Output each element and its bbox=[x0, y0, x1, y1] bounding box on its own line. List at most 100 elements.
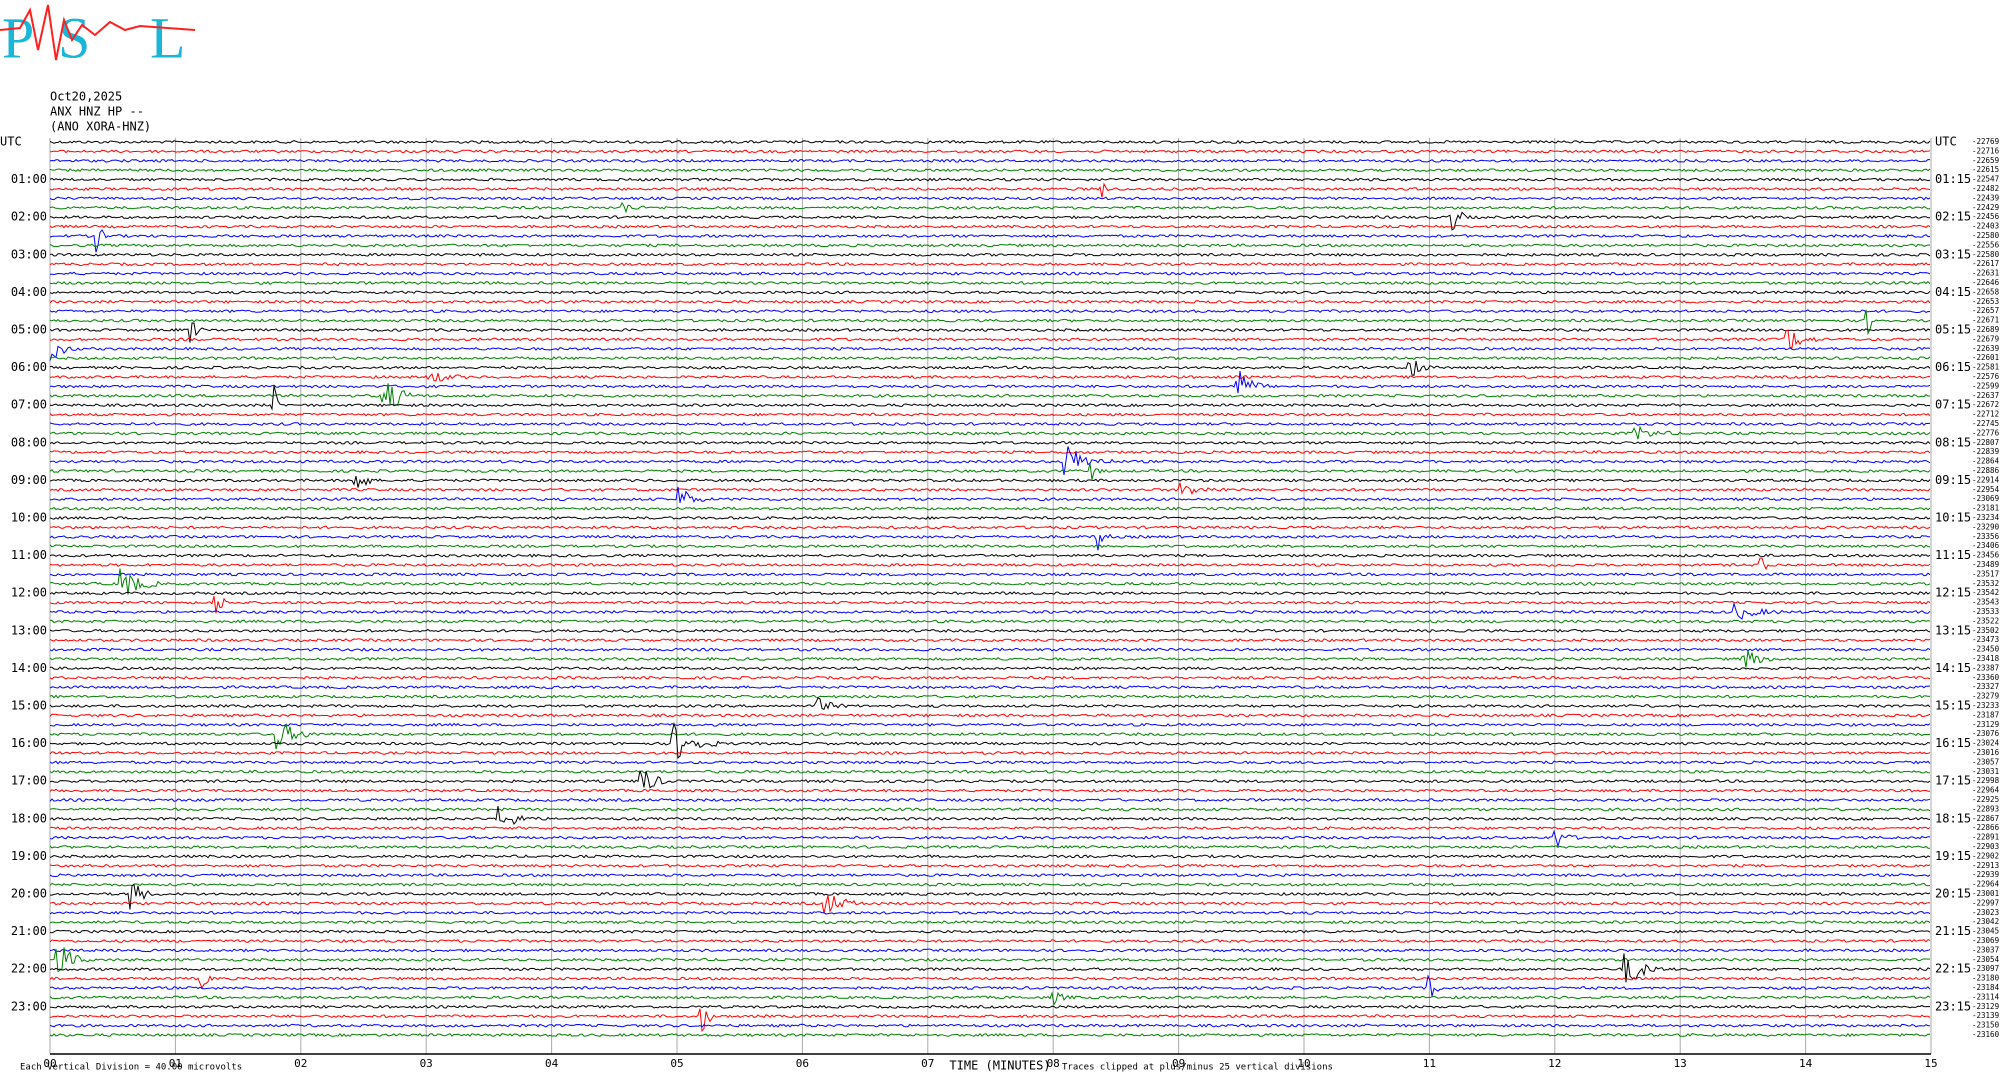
trace bbox=[49, 177, 1931, 182]
trace bbox=[49, 910, 1931, 915]
left-time-label: UTC bbox=[0, 135, 22, 149]
trace bbox=[49, 421, 1931, 427]
row-count: -22403 bbox=[1972, 222, 1999, 231]
row-count: -23406 bbox=[1972, 541, 2000, 550]
clip-note: Traces clipped at plus/minus 25 vertical… bbox=[1062, 1063, 1333, 1073]
x-tick-label: 13 bbox=[1674, 1057, 1687, 1070]
header-station: ANX HNZ HP -- bbox=[50, 105, 144, 119]
row-count: -23150 bbox=[1972, 1021, 2000, 1030]
row-count: -23418 bbox=[1972, 654, 2000, 663]
trace bbox=[49, 619, 1931, 624]
left-time-label: 07:00 bbox=[11, 398, 47, 412]
trace bbox=[49, 425, 1931, 440]
trace bbox=[49, 873, 1931, 878]
trace bbox=[49, 829, 1931, 848]
row-count: -22599 bbox=[1972, 381, 1999, 390]
row-count: -23489 bbox=[1972, 560, 1999, 569]
row-count: -22964 bbox=[1972, 880, 2000, 889]
row-count: -22776 bbox=[1972, 428, 2000, 437]
trace bbox=[49, 299, 1931, 304]
x-tick-label: 08 bbox=[1047, 1057, 1060, 1070]
row-count: -22658 bbox=[1972, 287, 2000, 296]
trace bbox=[49, 525, 1931, 530]
row-count: -23023 bbox=[1972, 908, 1999, 917]
trace bbox=[49, 385, 1931, 411]
right-time-label: 05:15 bbox=[1935, 323, 1971, 337]
right-time-label: 15:15 bbox=[1935, 699, 1971, 713]
x-tick-label: 01 bbox=[169, 1057, 182, 1070]
row-count: -23069 bbox=[1972, 936, 1999, 945]
trace bbox=[49, 929, 1931, 934]
trace bbox=[49, 356, 1931, 361]
right-time-label: 01:15 bbox=[1935, 172, 1971, 186]
trace bbox=[49, 1032, 1931, 1038]
trace bbox=[49, 826, 1931, 831]
left-time-label: 01:00 bbox=[11, 172, 47, 186]
row-count: -22581 bbox=[1972, 363, 1999, 372]
x-tick-label: 09 bbox=[1172, 1057, 1185, 1070]
trace bbox=[49, 713, 1931, 718]
left-time-label: 22:00 bbox=[11, 962, 47, 976]
left-time-label: 05:00 bbox=[11, 323, 47, 337]
trace bbox=[49, 290, 1931, 295]
right-time-label: 11:15 bbox=[1935, 548, 1971, 562]
trace bbox=[49, 697, 1931, 710]
row-count: -23031 bbox=[1972, 767, 1999, 776]
right-time-label: 20:15 bbox=[1935, 887, 1971, 901]
x-tick-label: 07 bbox=[921, 1057, 934, 1070]
trace bbox=[49, 650, 1931, 668]
trace bbox=[49, 882, 1931, 887]
trace bbox=[49, 895, 1931, 914]
left-time-label: 12:00 bbox=[11, 586, 47, 600]
row-count: -22639 bbox=[1972, 344, 1999, 353]
trace bbox=[49, 685, 1931, 690]
trace bbox=[49, 806, 1931, 826]
trace bbox=[49, 807, 1931, 812]
row-count: -22886 bbox=[1972, 466, 2000, 475]
trace bbox=[49, 568, 1931, 595]
x-tick-label: 12 bbox=[1548, 1057, 1561, 1070]
scale-note: Each Vertical Division = 40.00 microvolt… bbox=[20, 1063, 242, 1073]
trace bbox=[49, 938, 1931, 943]
left-time-label: 20:00 bbox=[11, 887, 47, 901]
right-time-label: 06:15 bbox=[1935, 360, 1971, 374]
trace bbox=[49, 647, 1931, 652]
trace bbox=[49, 920, 1931, 925]
row-count: -23184 bbox=[1972, 983, 2000, 992]
x-tick-label: 06 bbox=[796, 1057, 809, 1070]
left-time-label: 03:00 bbox=[11, 247, 47, 261]
trace bbox=[49, 553, 1931, 558]
right-time-label: 07:15 bbox=[1935, 398, 1971, 412]
row-count: -23542 bbox=[1972, 588, 1999, 597]
trace bbox=[49, 475, 1931, 488]
left-time-label: 06:00 bbox=[11, 360, 47, 374]
trace bbox=[49, 224, 1931, 229]
trace bbox=[49, 721, 1931, 759]
trace bbox=[49, 482, 1931, 495]
row-count: -23279 bbox=[1972, 692, 1999, 701]
left-time-label: 13:00 bbox=[11, 623, 47, 637]
right-time-label: 03:15 bbox=[1935, 247, 1971, 261]
row-count: -22657 bbox=[1972, 306, 1999, 315]
logo-wave bbox=[0, 4, 196, 61]
row-count: -23037 bbox=[1972, 945, 1999, 954]
row-count: -23016 bbox=[1972, 748, 2000, 757]
row-count: -23233 bbox=[1972, 701, 1999, 710]
x-tick-label: 00 bbox=[43, 1057, 56, 1070]
row-count: -23045 bbox=[1972, 927, 1999, 936]
trace bbox=[49, 770, 1931, 789]
right-time-label: 12:15 bbox=[1935, 586, 1971, 600]
left-time-label: 10:00 bbox=[11, 511, 47, 525]
row-count: -22867 bbox=[1972, 814, 1999, 823]
trace bbox=[49, 262, 1931, 267]
trace bbox=[49, 1008, 1931, 1033]
trace bbox=[49, 360, 1931, 376]
trace bbox=[49, 694, 1931, 699]
trace bbox=[49, 345, 1931, 361]
left-time-label: 08:00 bbox=[11, 435, 47, 449]
trace bbox=[49, 948, 1931, 953]
right-time-label: 09:15 bbox=[1935, 473, 1971, 487]
row-count: -22864 bbox=[1972, 457, 2000, 466]
trace bbox=[49, 463, 1931, 480]
row-count: -22547 bbox=[1972, 175, 1999, 184]
